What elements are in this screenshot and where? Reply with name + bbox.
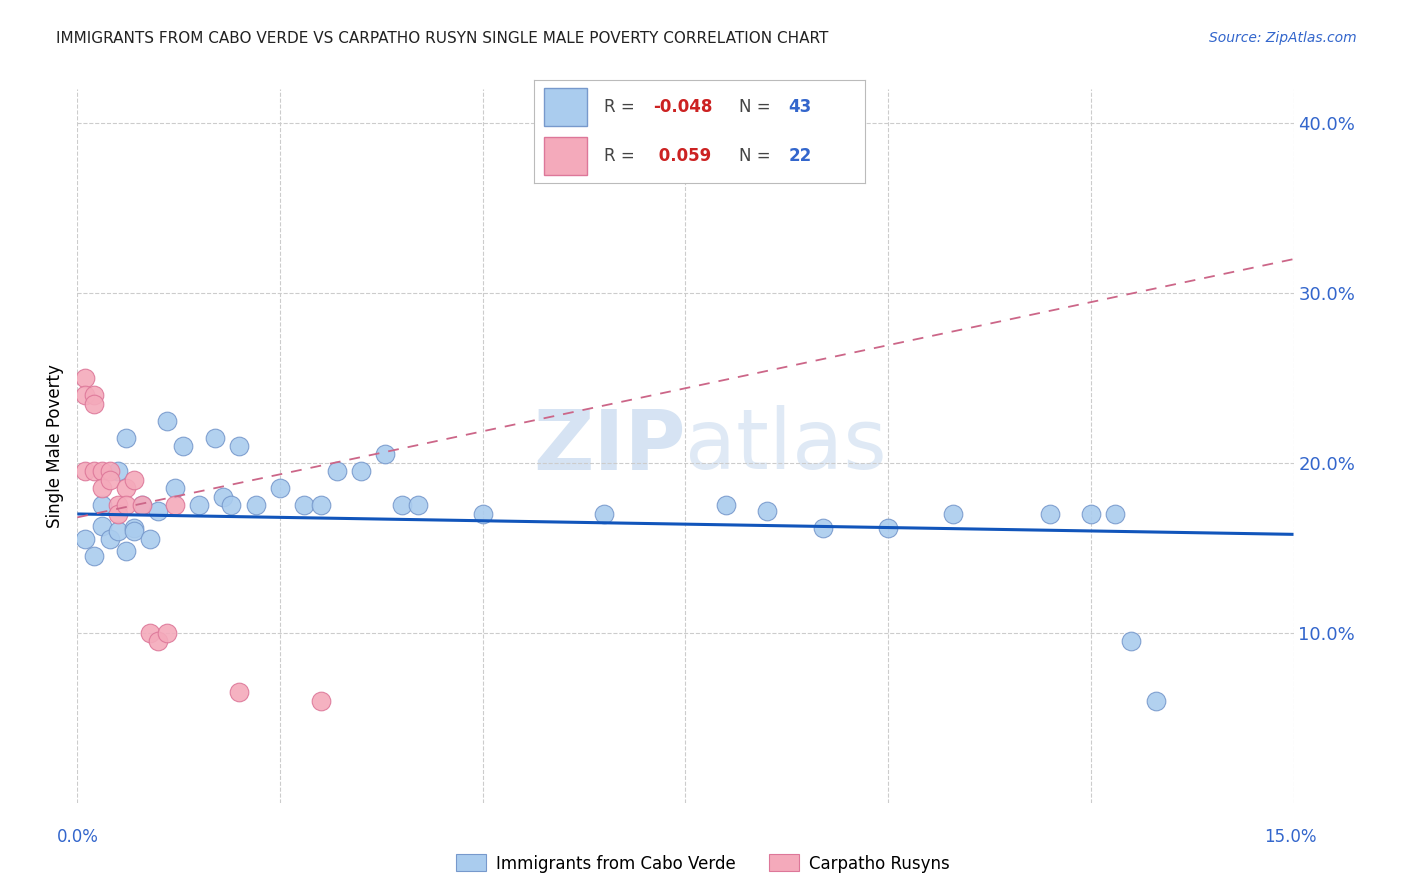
Point xyxy=(155,626,177,640)
Point xyxy=(155,413,177,427)
Text: R =: R = xyxy=(603,98,640,117)
Point xyxy=(942,507,965,521)
Point xyxy=(1144,694,1167,708)
Point xyxy=(292,499,315,513)
Point xyxy=(75,465,97,479)
Point xyxy=(115,544,138,558)
Point xyxy=(471,507,494,521)
Text: 0.059: 0.059 xyxy=(654,146,711,165)
Point xyxy=(188,499,211,513)
Point xyxy=(714,499,737,513)
Point xyxy=(350,465,373,479)
Point xyxy=(131,499,153,513)
Point xyxy=(374,448,396,462)
Point xyxy=(148,634,170,648)
Point xyxy=(1121,634,1143,648)
Point xyxy=(115,499,138,513)
Point xyxy=(172,439,194,453)
Point xyxy=(75,533,97,547)
Text: ZIP: ZIP xyxy=(533,406,686,486)
Point xyxy=(1080,507,1102,521)
Point xyxy=(204,430,226,444)
Y-axis label: Single Male Poverty: Single Male Poverty xyxy=(46,364,65,528)
Text: R =: R = xyxy=(603,146,640,165)
Point xyxy=(269,482,291,496)
Point xyxy=(90,482,112,496)
Text: IMMIGRANTS FROM CABO VERDE VS CARPATHO RUSYN SINGLE MALE POVERTY CORRELATION CHA: IMMIGRANTS FROM CABO VERDE VS CARPATHO R… xyxy=(56,31,828,46)
Text: 43: 43 xyxy=(789,98,811,117)
Point xyxy=(83,396,105,410)
Point xyxy=(90,519,112,533)
Point xyxy=(98,473,121,487)
Bar xyxy=(544,88,588,127)
Point xyxy=(98,465,121,479)
Point xyxy=(326,465,349,479)
Point xyxy=(1104,507,1126,521)
Point xyxy=(83,465,105,479)
Text: Source: ZipAtlas.com: Source: ZipAtlas.com xyxy=(1209,31,1357,45)
Legend: Immigrants from Cabo Verde, Carpatho Rusyns: Immigrants from Cabo Verde, Carpatho Rus… xyxy=(450,847,956,880)
Point xyxy=(406,499,429,513)
Point xyxy=(90,499,112,513)
Point xyxy=(309,499,332,513)
Point xyxy=(107,465,129,479)
Point xyxy=(122,520,145,534)
Point xyxy=(163,482,186,496)
Point xyxy=(122,524,145,538)
Text: 22: 22 xyxy=(789,146,811,165)
Point xyxy=(139,533,162,547)
Point xyxy=(148,503,170,517)
Point xyxy=(107,499,129,513)
Text: -0.048: -0.048 xyxy=(654,98,713,117)
Point xyxy=(107,524,129,538)
Bar xyxy=(544,136,588,175)
Point xyxy=(75,371,97,385)
Point xyxy=(83,549,105,564)
Point xyxy=(163,499,186,513)
Point xyxy=(391,499,413,513)
Point xyxy=(245,499,267,513)
Point xyxy=(98,533,121,547)
Point xyxy=(83,388,105,402)
Point xyxy=(813,520,835,534)
Text: 15.0%: 15.0% xyxy=(1264,828,1317,846)
Text: N =: N = xyxy=(740,146,776,165)
Point xyxy=(755,503,778,517)
Point xyxy=(228,439,250,453)
Point xyxy=(122,473,145,487)
Point xyxy=(75,388,97,402)
Point xyxy=(107,507,129,521)
Point xyxy=(131,499,153,513)
Point xyxy=(309,694,332,708)
Text: N =: N = xyxy=(740,98,776,117)
Point xyxy=(228,685,250,699)
Point xyxy=(877,520,900,534)
Point xyxy=(221,499,243,513)
Point xyxy=(90,465,112,479)
Point xyxy=(115,482,138,496)
Point xyxy=(593,507,616,521)
Point xyxy=(212,490,235,504)
Text: atlas: atlas xyxy=(686,406,887,486)
Point xyxy=(139,626,162,640)
Point xyxy=(1039,507,1062,521)
Text: 0.0%: 0.0% xyxy=(56,828,98,846)
Point xyxy=(115,430,138,444)
